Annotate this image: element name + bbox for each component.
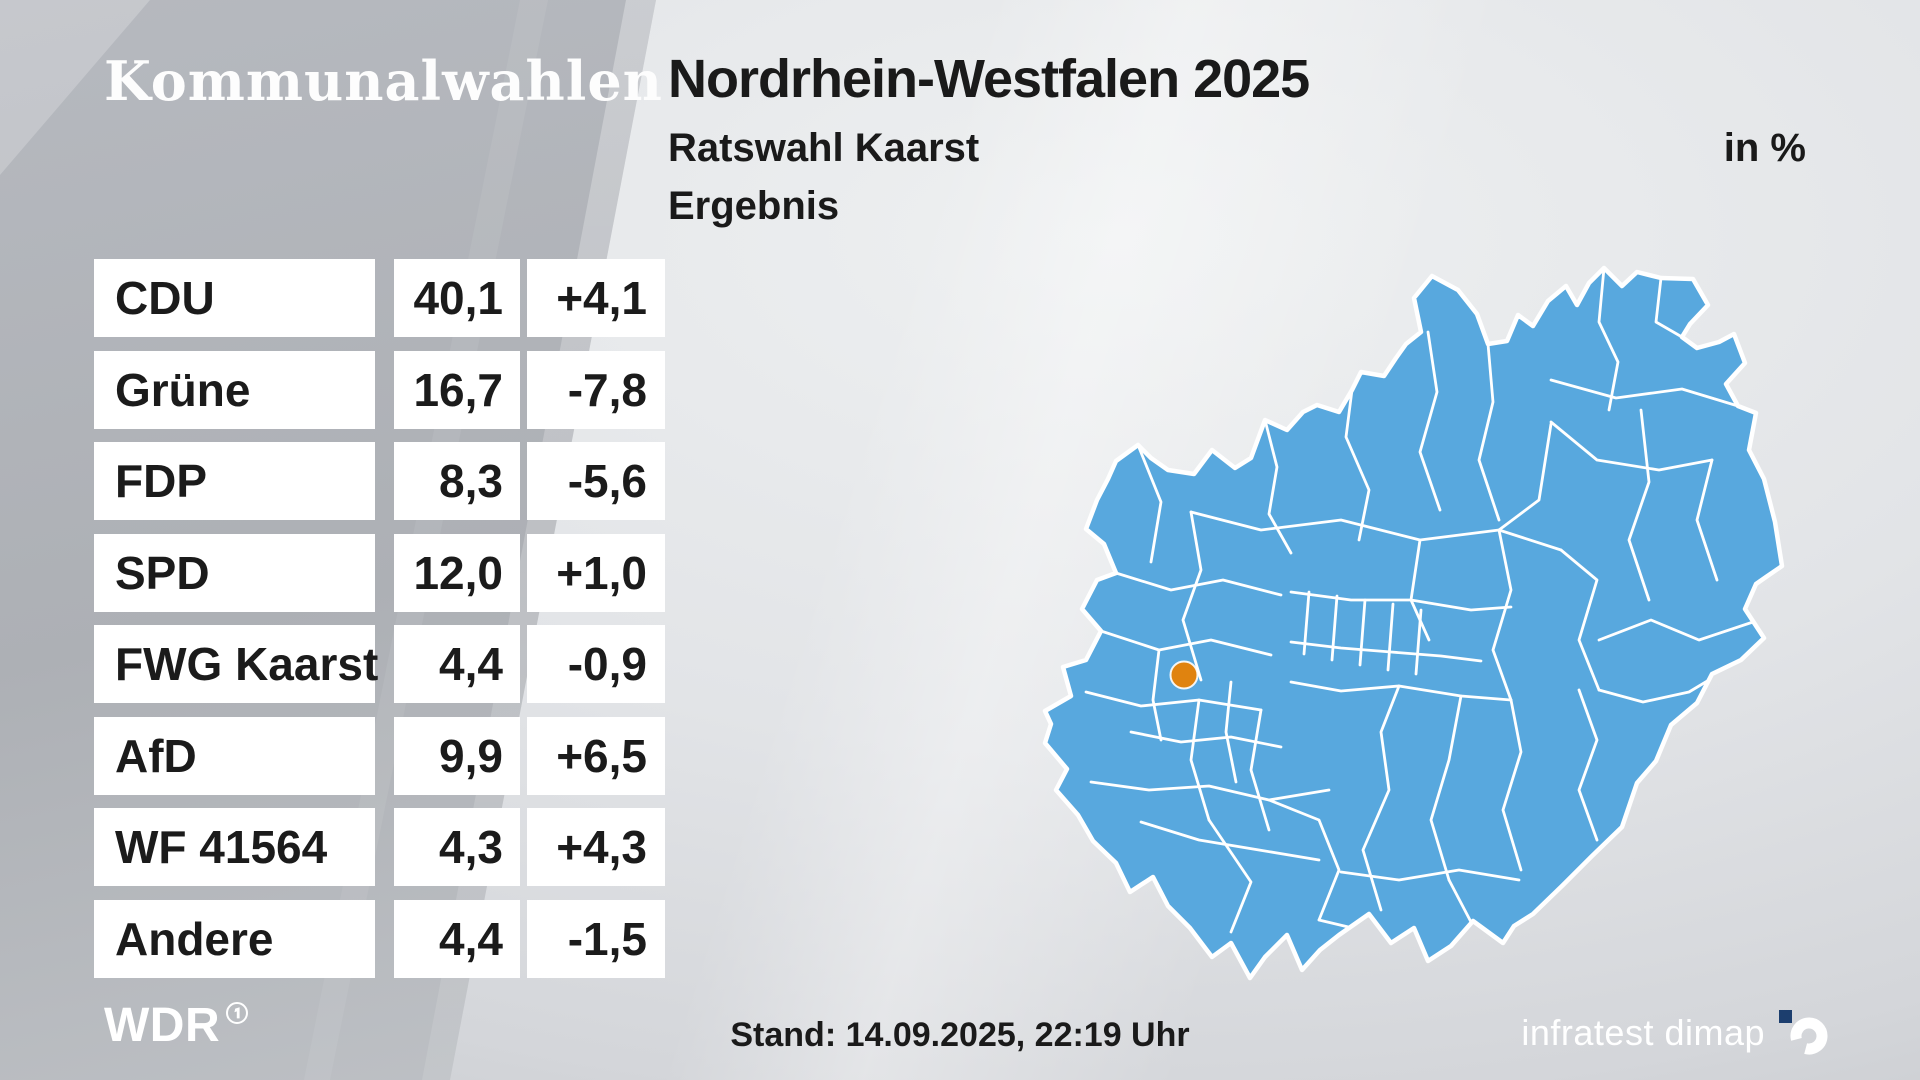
page-title: Nordrhein-Westfalen 2025	[668, 49, 1310, 109]
source-label: infratest dimap	[1521, 1012, 1765, 1053]
party-name-cell: FDP	[94, 442, 375, 520]
wdr-logo: WDR	[104, 1002, 249, 1050]
infratest-dimap-logo: infratest dimap	[1521, 1008, 1832, 1058]
table-row: SPD 12,0 +1,0	[94, 533, 665, 612]
table-row: WF 41564 4,3 +4,3	[94, 808, 665, 886]
results-table: CDU 40,1 +4,1 Grüne 16,7 -7,8 FDP 8,3 -5…	[94, 259, 665, 991]
result-value-cell: 4,3	[394, 808, 520, 886]
change-value-cell: +4,3	[527, 808, 665, 886]
result-value-cell: 40,1	[394, 259, 520, 337]
result-value-cell: 4,4	[394, 899, 520, 978]
status-timestamp: Stand: 14.09.2025, 22:19 Uhr	[730, 1016, 1190, 1054]
change-value-cell: +1,0	[527, 533, 665, 612]
table-row: AfD 9,9 +6,5	[94, 716, 665, 795]
table-row: CDU 40,1 +4,1	[94, 259, 665, 337]
party-name-cell: Andere	[94, 899, 375, 978]
map-marker-kaarst	[1169, 660, 1199, 690]
change-value-cell: +6,5	[527, 716, 665, 795]
change-value-cell: -7,8	[527, 350, 665, 429]
result-value-cell: 16,7	[394, 350, 520, 429]
district-borders	[1084, 268, 1755, 964]
change-value-cell: -5,6	[527, 442, 665, 520]
party-name-cell: WF 41564	[94, 808, 375, 886]
infratest-dimap-icon	[1779, 1010, 1828, 1055]
party-name-cell: FWG Kaarst	[94, 625, 378, 703]
election-subtitle: Ratswahl Kaarst	[668, 126, 980, 170]
table-row: FDP 8,3 -5,6	[94, 442, 665, 520]
party-name-cell: CDU	[94, 259, 375, 337]
program-brand: Kommunalwahlen	[104, 49, 663, 113]
change-value-cell: +4,1	[527, 259, 665, 337]
table-row: Grüne 16,7 -7,8	[94, 350, 665, 429]
result-value-cell: 12,0	[394, 533, 520, 612]
wdr-wordmark: WDR	[104, 999, 221, 1052]
party-name-cell: SPD	[94, 533, 375, 612]
result-value-cell: 8,3	[394, 442, 520, 520]
unit-label: in %	[1723, 126, 1806, 170]
change-value-cell: -1,5	[527, 899, 665, 978]
ard-circle-one-icon	[225, 1001, 249, 1025]
change-value-cell: -0,9	[527, 625, 665, 703]
party-name-cell: Grüne	[94, 350, 375, 429]
nrw-map	[1042, 265, 1785, 981]
party-name-cell: AfD	[94, 716, 375, 795]
result-value-cell: 4,4	[394, 625, 520, 703]
table-row: FWG Kaarst 4,4 -0,9	[94, 625, 665, 703]
nrw-outline	[1042, 265, 1785, 981]
result-status-label: Ergebnis	[668, 184, 840, 228]
result-value-cell: 9,9	[394, 716, 520, 795]
table-row: Andere 4,4 -1,5	[94, 899, 665, 978]
